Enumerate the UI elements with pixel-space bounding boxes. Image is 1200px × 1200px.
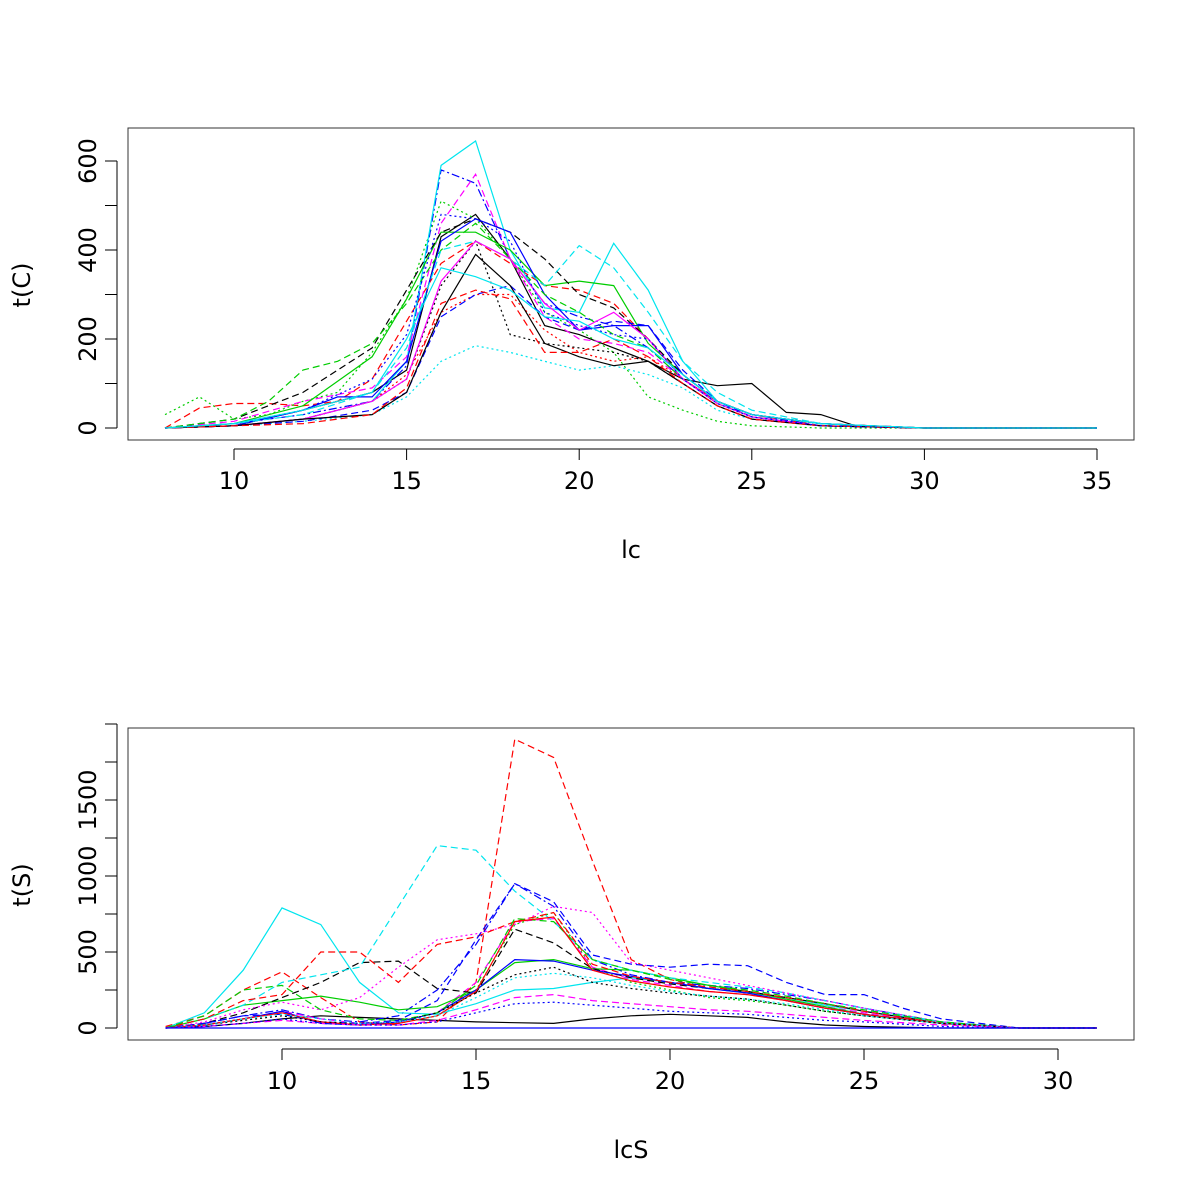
y-axis-label: t(C) — [8, 263, 36, 308]
y-tick-label: 1500 — [74, 769, 102, 830]
series-line-19 — [165, 1001, 1097, 1029]
series-line-20 — [164, 267, 1097, 429]
y-tick-label: 500 — [74, 929, 102, 975]
series-line-16 — [164, 240, 1097, 429]
y-tick-label: 0 — [74, 420, 102, 435]
series-line-15 — [165, 916, 1097, 1029]
series-line-2 — [165, 738, 1097, 1029]
y-axis: 0 500 1000 1500 — [74, 723, 118, 1036]
series-line-8 — [165, 928, 1097, 1029]
series-line-3 — [164, 200, 1097, 429]
series-line-10 — [164, 345, 1097, 429]
y-tick-label: 200 — [74, 316, 102, 362]
series-line-17 — [164, 253, 1097, 429]
series-line-12 — [165, 911, 1097, 1029]
y-tick-label: 0 — [74, 1020, 102, 1035]
series-line-18 — [165, 993, 1097, 1029]
series-line-7 — [164, 231, 1097, 429]
series-line-17 — [165, 972, 1097, 1029]
y-tick-label: 1000 — [74, 845, 102, 906]
x-tick-label: 25 — [737, 467, 768, 495]
plot-frame — [127, 127, 1135, 441]
series-line-2 — [164, 240, 1097, 429]
series-line-6 — [165, 917, 1097, 1029]
series-line-6 — [164, 173, 1097, 429]
x-tick-label: 30 — [909, 467, 940, 495]
series-line-11 — [165, 905, 1097, 1029]
x-tick-label: 10 — [219, 467, 250, 495]
x-tick-label: 15 — [391, 467, 422, 495]
series-line-5 — [165, 907, 1097, 1029]
x-tick-label: 25 — [849, 1067, 880, 1095]
x-tick-label: 20 — [564, 467, 595, 495]
x-axis: 10 15 20 25 30 — [267, 1048, 1074, 1095]
x-axis-label: lc — [621, 536, 641, 564]
x-tick-label: 20 — [655, 1067, 686, 1095]
chart-bottom-panel: 10 15 20 25 30 0 500 1000 1500 lcS t(S) — [8, 723, 1135, 1164]
series-line-7 — [165, 958, 1097, 1029]
series-layer — [164, 140, 1097, 429]
x-tick-label: 35 — [1082, 467, 1113, 495]
series-line-12 — [164, 222, 1097, 429]
series-line-14 — [164, 284, 1097, 429]
x-axis-label: lcS — [613, 1136, 648, 1164]
series-line-18 — [164, 289, 1097, 429]
x-tick-label: 15 — [461, 1067, 492, 1095]
series-line-15 — [164, 240, 1097, 429]
series-line-13 — [164, 239, 1097, 429]
x-tick-label: 10 — [267, 1067, 298, 1095]
y-axis-label: t(S) — [8, 863, 36, 906]
y-tick-label: 600 — [74, 138, 102, 184]
chart-top-panel: 10 15 20 25 30 35 0 200 400 600 lc t(C) — [8, 127, 1135, 564]
series-layer — [165, 738, 1097, 1029]
series-line-5 — [164, 140, 1097, 429]
series-line-10 — [165, 844, 1097, 1029]
plot-frame — [127, 727, 1135, 1041]
x-tick-label: 30 — [1043, 1067, 1074, 1095]
series-line-4 — [165, 882, 1097, 1029]
series-line-13 — [165, 917, 1097, 1029]
series-line-4 — [164, 169, 1097, 429]
series-line-14 — [165, 882, 1097, 1029]
y-axis: 0 200 400 600 — [74, 138, 118, 436]
y-tick-label: 400 — [74, 227, 102, 273]
series-line-16 — [165, 966, 1097, 1029]
x-axis: 10 15 20 25 30 35 — [219, 448, 1113, 495]
